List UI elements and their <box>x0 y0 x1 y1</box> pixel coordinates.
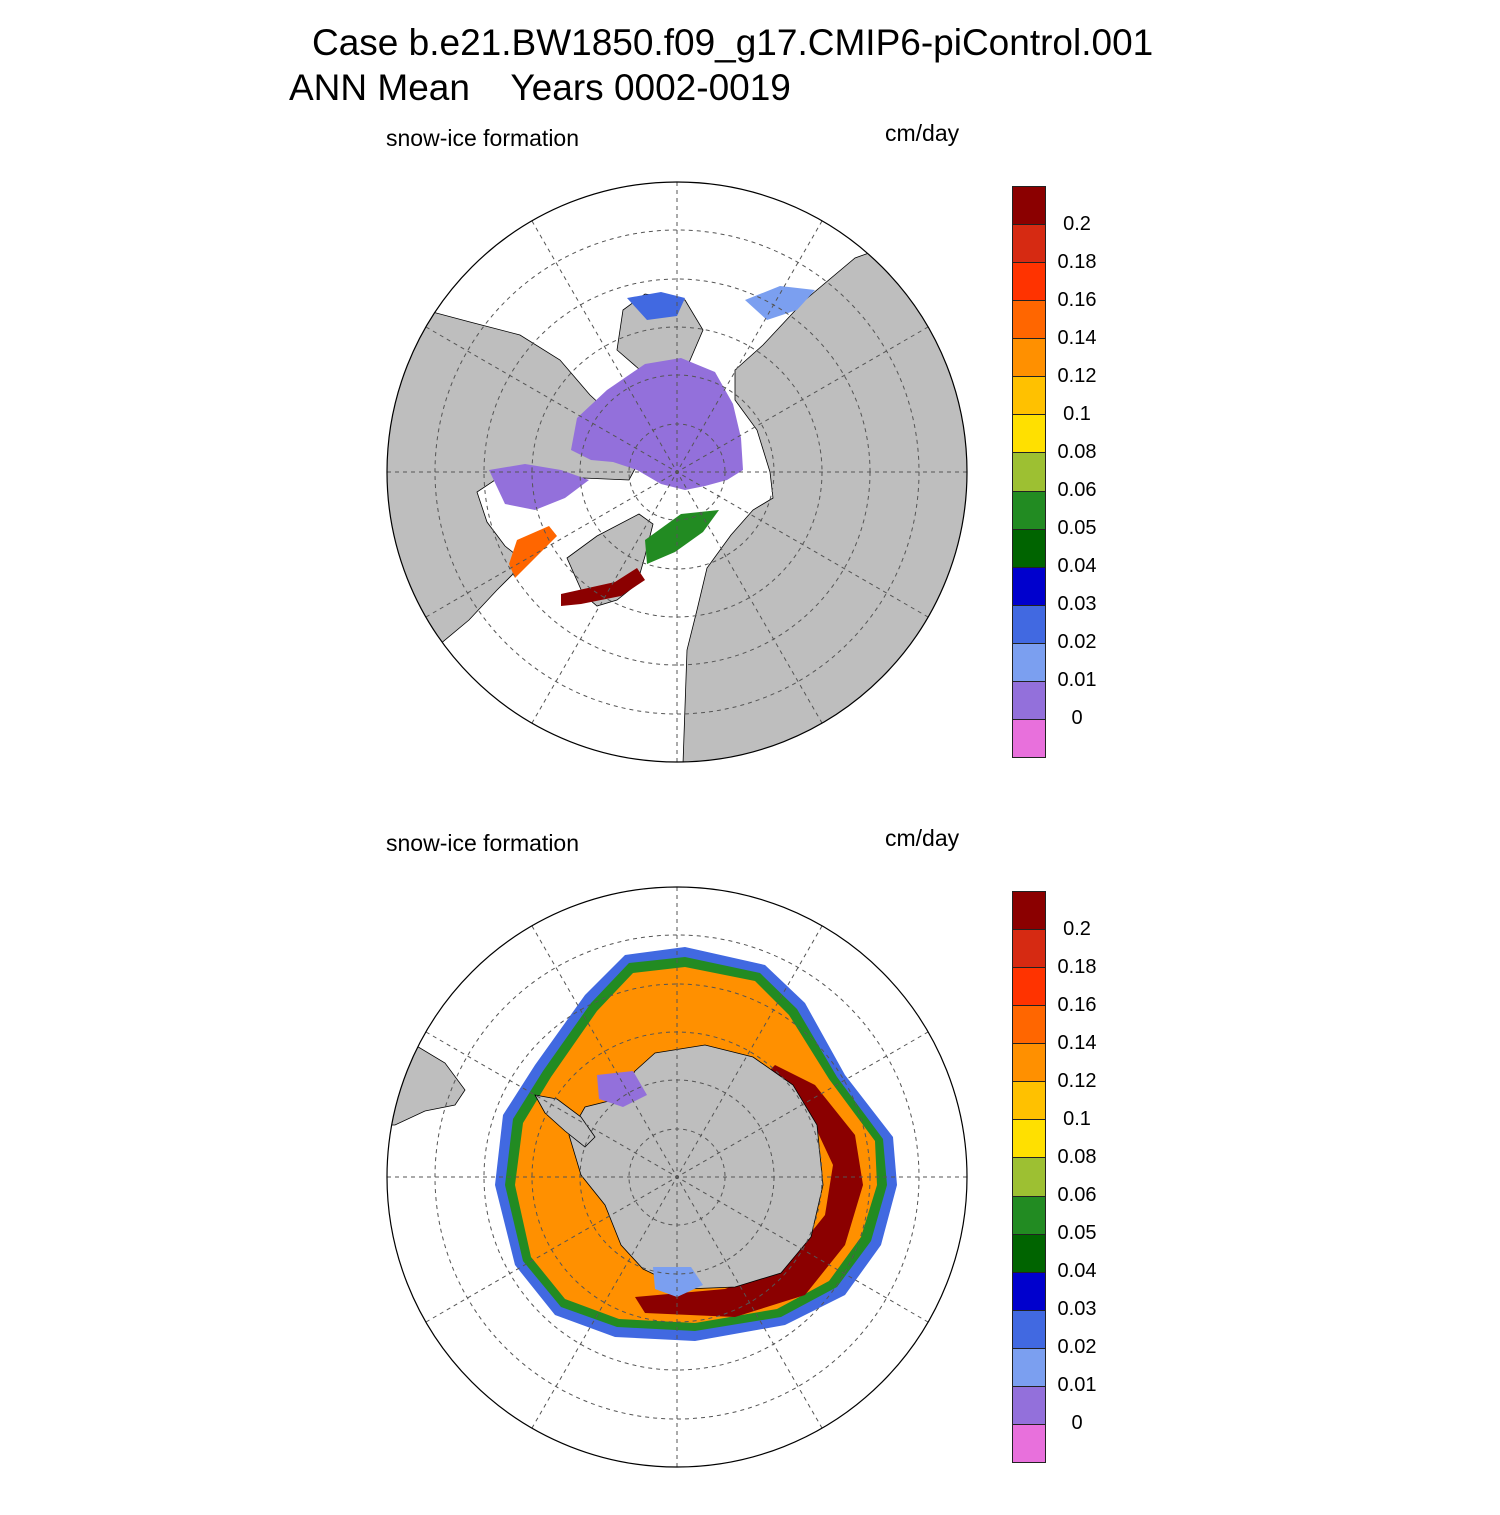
colorbar-box <box>1013 719 1045 757</box>
colorbar-box <box>1013 1272 1045 1311</box>
colorbar-box <box>1013 301 1045 340</box>
colorbar-tick-label: 0.08 <box>1057 441 1097 463</box>
colorbar-tick-label: 0.04 <box>1057 1260 1097 1282</box>
south-hemisphere-panel: snow-ice formation cm/day <box>0 815 1500 1515</box>
colorbar-tick-label: 0.14 <box>1057 327 1097 349</box>
colorbar-tick-label: 0.01 <box>1057 1374 1097 1396</box>
figure-title-case: Case b.e21.BW1850.f09_g17.CMIP6-piContro… <box>312 22 1154 63</box>
colorbar-tick-label: 0.03 <box>1057 1298 1097 1320</box>
colorbar-box <box>1013 1158 1045 1197</box>
units-label: cm/day <box>885 120 960 146</box>
colorbar-box <box>1013 643 1045 682</box>
colorbar-tick-label: 0.2 <box>1063 213 1091 235</box>
figure-title-period: ANN Mean Years 0002-0019 <box>289 67 791 108</box>
colorbar-box <box>1013 1120 1045 1159</box>
colorbar-tick-label: 0.16 <box>1057 994 1097 1016</box>
colorbar-tick-label: 0.1 <box>1063 403 1091 425</box>
colorbar-tick-label: 0.12 <box>1057 1070 1097 1092</box>
colorbar-tick-label: 0.05 <box>1057 1222 1097 1244</box>
colorbar-tick-label: 0.12 <box>1057 365 1097 387</box>
colorbar-box <box>1013 1044 1045 1083</box>
colorbar-tick-label: 0.06 <box>1057 479 1097 501</box>
north-snow-ice-arctic-basin <box>571 358 743 490</box>
colorbar-box <box>1013 453 1045 492</box>
colorbar-box <box>1013 681 1045 720</box>
colorbar <box>1012 186 1046 758</box>
colorbar-tick-label: 0 <box>1071 707 1083 729</box>
colorbar-box <box>1013 377 1045 416</box>
colorbar-box <box>1013 1348 1045 1387</box>
colorbar-tick-label: 0.08 <box>1057 1146 1097 1168</box>
colorbar-box <box>1013 930 1045 969</box>
colorbar-box <box>1013 1006 1045 1045</box>
ross-sea-low-snow-ice <box>653 1267 703 1297</box>
colorbar-tick-label: 0.18 <box>1057 956 1097 978</box>
colorbar-box <box>1013 491 1045 530</box>
colorbar-tick-label: 0.01 <box>1057 669 1097 691</box>
north-snow-ice-bering <box>627 292 685 320</box>
variable-label: snow-ice formation <box>386 830 580 856</box>
colorbar-box <box>1013 1424 1045 1462</box>
north-snow-ice-okhotsk <box>745 286 815 320</box>
colorbar-box <box>1013 225 1045 264</box>
north-snow-ice-hudson <box>489 464 589 510</box>
north-snow-ice-labrador <box>509 526 557 578</box>
colorbar-box <box>1013 415 1045 454</box>
map-border <box>386 181 968 763</box>
colorbar-box <box>1013 1310 1045 1349</box>
colorbar-tick-label: 0.02 <box>1057 1336 1097 1358</box>
colorbar-box <box>1013 339 1045 378</box>
colorbar-tick-label: 0.1 <box>1063 1108 1091 1130</box>
colorbar-box <box>1013 529 1045 568</box>
colorbar-box <box>1013 892 1045 931</box>
graticule <box>387 182 967 762</box>
colorbar-tick-label: 0.05 <box>1057 517 1097 539</box>
colorbar-box <box>1013 1196 1045 1235</box>
north-polar-map <box>386 181 968 763</box>
colorbar-box <box>1013 1082 1045 1121</box>
sea-ice-ring-red-dark <box>635 1065 863 1317</box>
colorbar-box <box>1013 605 1045 644</box>
colorbar-box <box>1013 263 1045 302</box>
graticule <box>387 887 967 1467</box>
colorbar-box <box>1013 1234 1045 1273</box>
north-snow-ice-barents <box>645 510 719 564</box>
colorbar-tick-label: 0.06 <box>1057 1184 1097 1206</box>
south-polar-map <box>386 886 968 1468</box>
north-snow-ice-greenland-east <box>561 568 645 606</box>
colorbar-box <box>1013 968 1045 1007</box>
antarctic-peninsula-land <box>534 1094 596 1148</box>
colorbar <box>1012 891 1046 1463</box>
colorbar-tick-label: 0.14 <box>1057 1032 1097 1054</box>
colorbar-box <box>1013 1386 1045 1425</box>
colorbar-tick-label: 0.04 <box>1057 555 1097 577</box>
colorbar-box <box>1013 567 1045 606</box>
variable-label: snow-ice formation <box>386 125 580 151</box>
weddell-sea-low-snow-ice <box>597 1071 647 1107</box>
units-label: cm/day <box>885 825 960 851</box>
colorbar-tick-label: 0.2 <box>1063 918 1091 940</box>
colorbar-box <box>1013 187 1045 226</box>
colorbar-tick-label: 0.03 <box>1057 593 1097 615</box>
colorbar-tick-label: 0.02 <box>1057 631 1097 653</box>
colorbar-tick-label: 0.18 <box>1057 251 1097 273</box>
north-hemisphere-panel: snow-ice formation cm/day <box>0 110 1500 810</box>
colorbar-tick-label: 0.16 <box>1057 289 1097 311</box>
map-border <box>386 886 968 1468</box>
colorbar-tick-label: 0 <box>1071 1412 1083 1434</box>
